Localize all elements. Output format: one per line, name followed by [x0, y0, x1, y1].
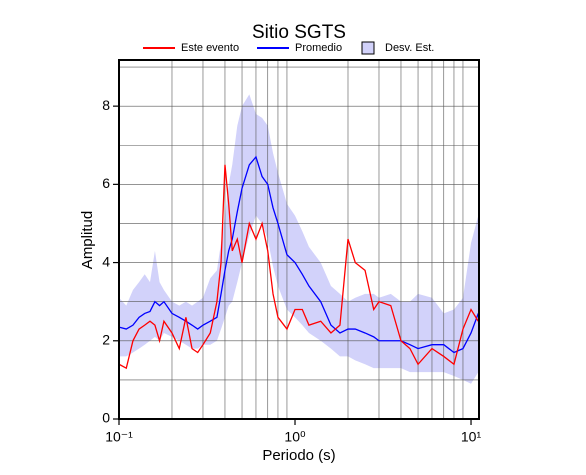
- y-axis-label: Amplitud: [79, 211, 96, 269]
- legend-label: Desv. Est.: [385, 42, 434, 54]
- series-line: [118, 155, 479, 354]
- plot-frame: [118, 59, 480, 420]
- chart-title: Sitio SGTS: [252, 22, 346, 43]
- y-tick-label: 2: [102, 331, 110, 347]
- series-line: [118, 164, 479, 370]
- legend-label: Este evento: [181, 42, 239, 54]
- x-tick-label: 10⁻¹: [105, 429, 133, 445]
- y-tick-label: 0: [102, 410, 110, 426]
- std-band: [119, 94, 479, 384]
- x-tick-label: 10¹: [461, 429, 482, 445]
- legend-swatch: [361, 41, 375, 55]
- y-tick-label: 6: [102, 175, 110, 191]
- y-tick-label: 4: [102, 253, 110, 269]
- legend-label: Promedio: [295, 42, 342, 54]
- x-tick-label: 10⁰: [284, 429, 306, 445]
- x-axis-label: Periodo (s): [262, 447, 335, 464]
- y-tick-label: 8: [102, 97, 110, 113]
